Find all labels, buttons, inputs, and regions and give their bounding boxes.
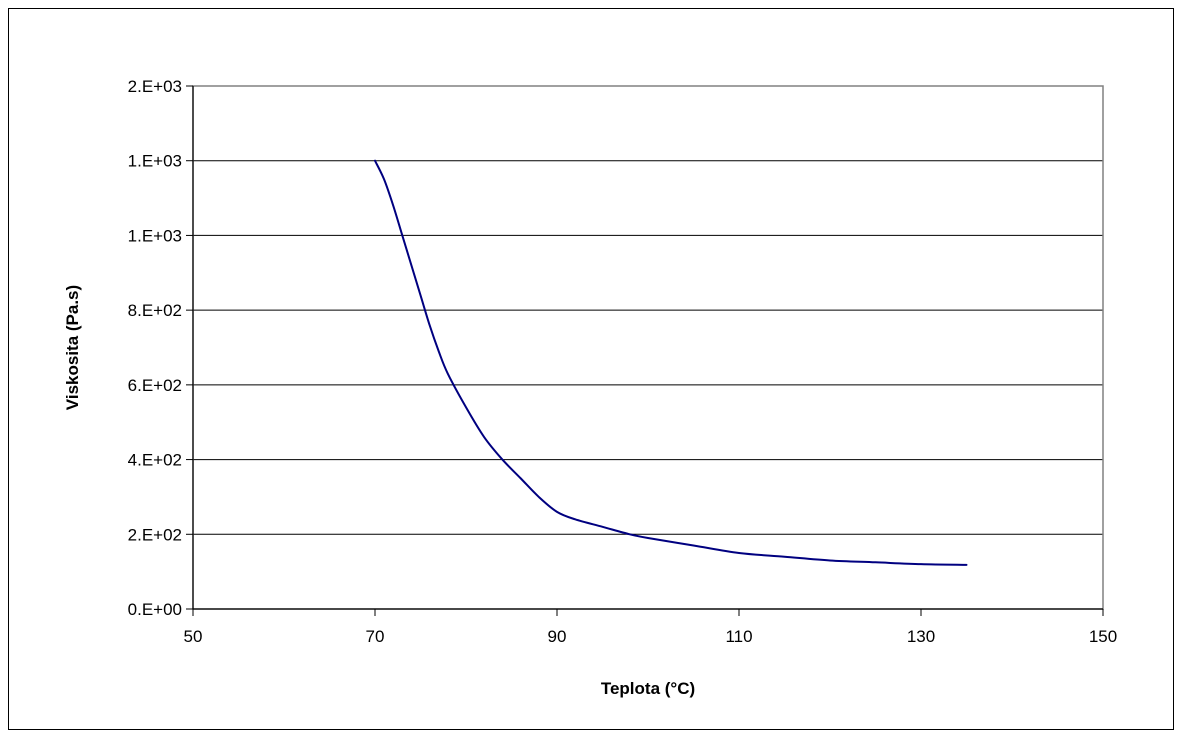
- x-tick-label: 70: [366, 627, 385, 646]
- y-tick-label: 4.E+02: [128, 451, 182, 470]
- y-tick-label: 8.E+02: [128, 301, 182, 320]
- y-tick-label: 6.E+02: [128, 376, 182, 395]
- gridlines: [193, 160, 1103, 535]
- x-tick-label: 50: [184, 627, 203, 646]
- y-axis-title: Viskosita (Pa.s): [63, 285, 82, 410]
- x-tick-label: 110: [725, 627, 752, 646]
- y-tick-label: 2.E+03: [128, 77, 182, 96]
- y-tick-label: 1.E+03: [128, 152, 182, 171]
- y-tick-label: 0.E+00: [128, 600, 182, 619]
- series-layer: [374, 159, 968, 566]
- series-line-0: [374, 159, 968, 566]
- y-tick-label: 2.E+02: [128, 525, 182, 544]
- axis-ticks: 0.E+00 2.E+02 4.E+02 6.E+02 8.E+02 1.E+03 1.E+…: [128, 77, 1118, 646]
- x-tick-label: 150: [1089, 627, 1117, 646]
- x-axis-title: Teplota (°C): [601, 679, 695, 698]
- plot-area: [193, 86, 1103, 609]
- x-tick-label: 90: [548, 627, 567, 646]
- x-tick-label: 130: [907, 627, 935, 646]
- y-tick-label: 1.E+03: [128, 226, 182, 245]
